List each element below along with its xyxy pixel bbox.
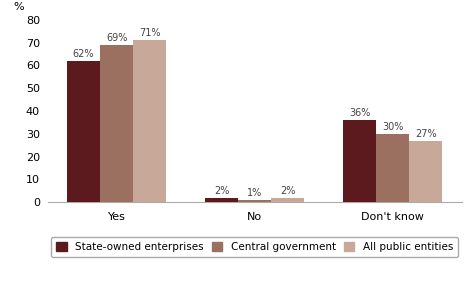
Text: 1%: 1% (247, 188, 262, 198)
Text: 69%: 69% (106, 33, 127, 43)
Bar (205, 198, 238, 202)
Bar (100, 45, 133, 202)
Text: 36%: 36% (349, 108, 370, 118)
Legend: State-owned enterprises, Central government, All public entities: State-owned enterprises, Central governm… (51, 237, 458, 257)
Bar (343, 120, 376, 202)
Bar (409, 141, 442, 202)
Text: 30%: 30% (382, 122, 403, 132)
Text: 62%: 62% (73, 49, 94, 59)
Text: 2%: 2% (280, 186, 296, 196)
Y-axis label: %: % (13, 2, 24, 12)
Bar (67, 61, 100, 202)
Bar (238, 200, 271, 202)
Text: 27%: 27% (415, 129, 436, 139)
Text: 2%: 2% (214, 186, 229, 196)
Bar (271, 198, 304, 202)
Bar (133, 40, 166, 202)
Bar (376, 134, 409, 202)
Text: 71%: 71% (139, 28, 160, 38)
